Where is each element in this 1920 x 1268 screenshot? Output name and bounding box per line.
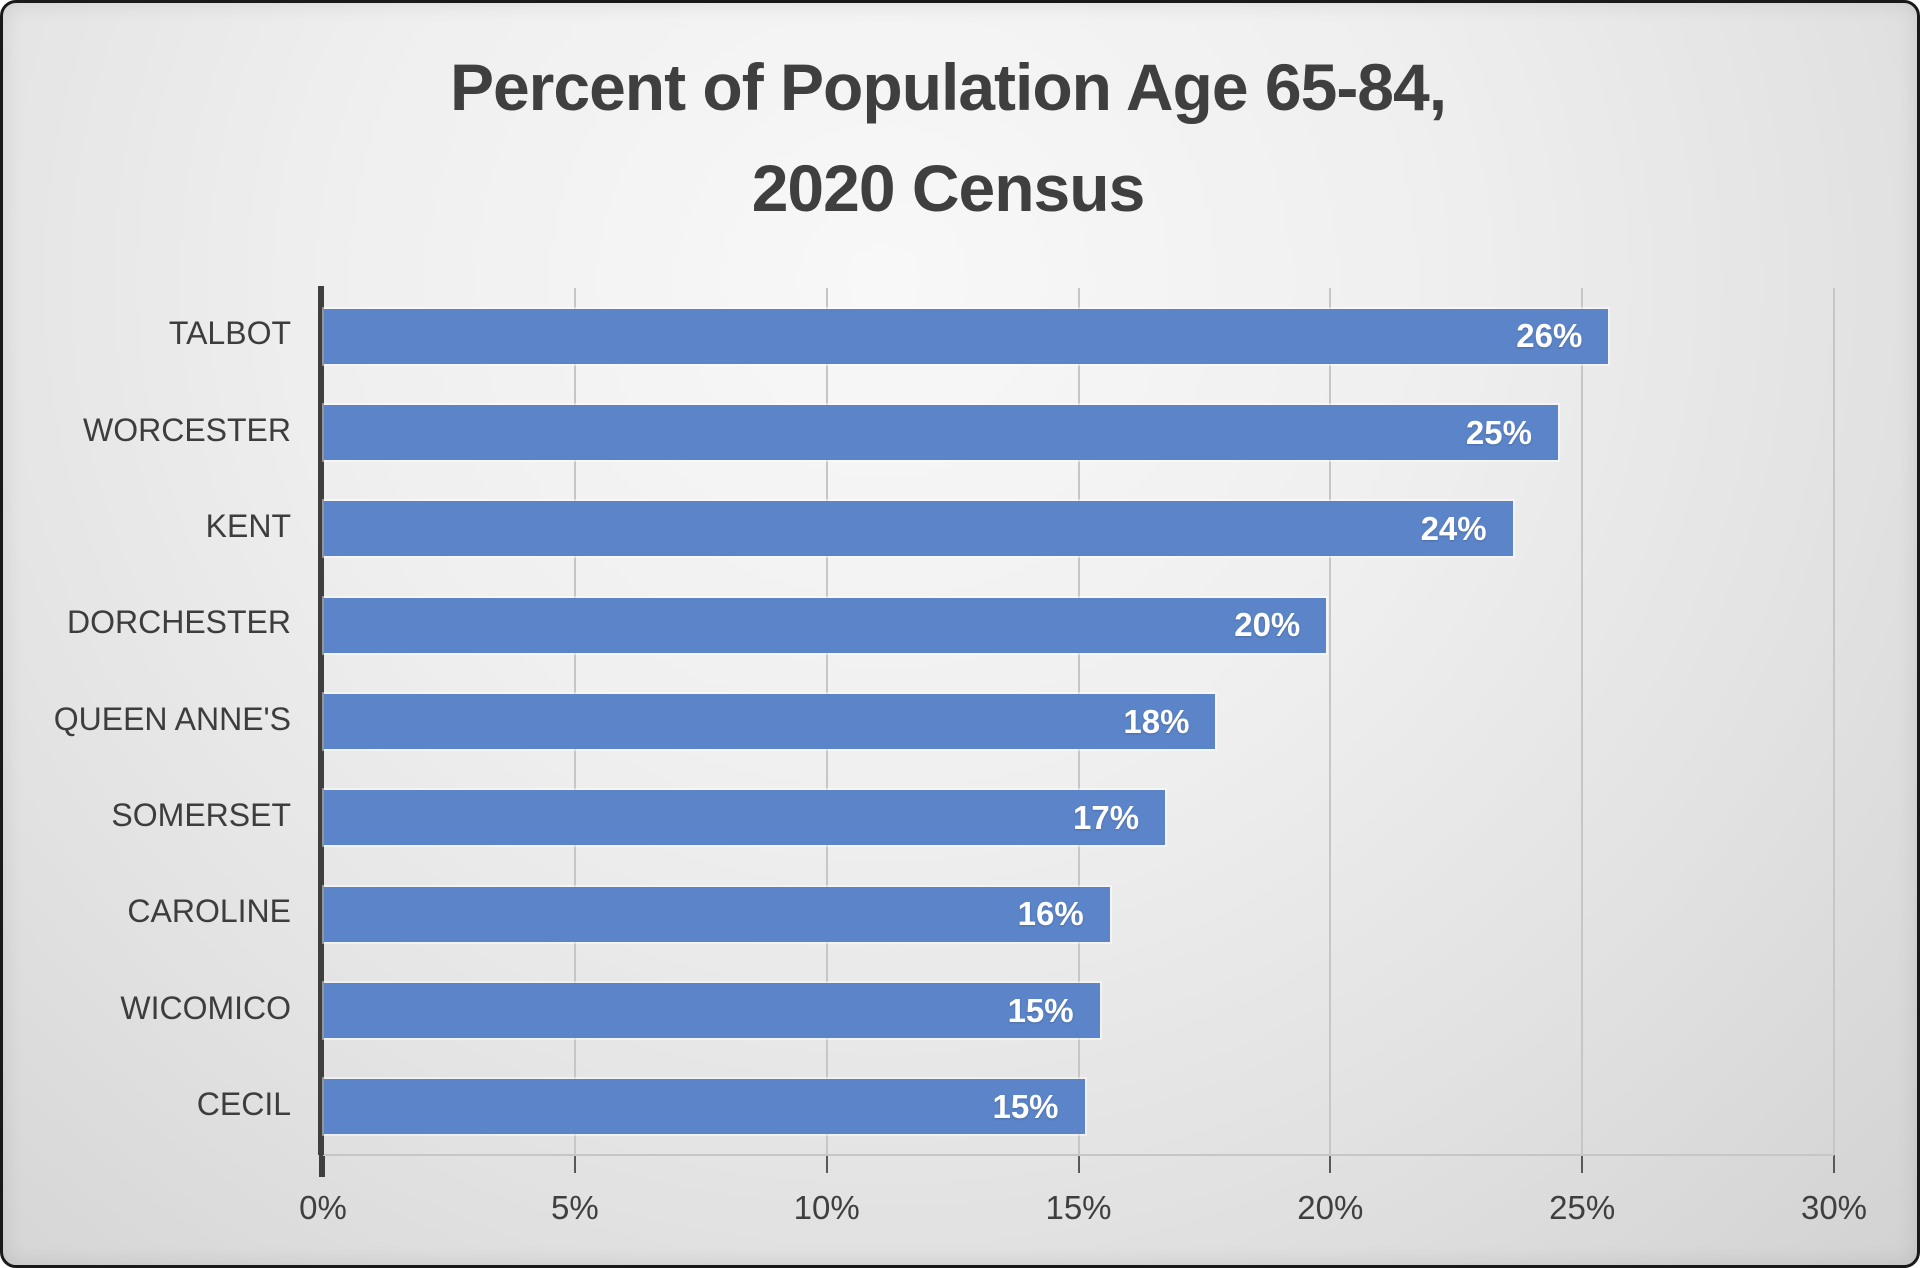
category-label-somerset: SOMERSET	[111, 796, 291, 833]
chart-title-line-1: Percent of Population Age 65-84,	[449, 50, 1447, 124]
x-axis-tick-label-10%: 10%	[793, 1189, 860, 1226]
value-label-queen-anne-s: 18%	[1123, 702, 1190, 740]
x-axis-tick-5%	[573, 1155, 576, 1173]
gridline-30%	[1833, 288, 1835, 1155]
value-label-kent: 24%	[1420, 509, 1487, 547]
category-label-worcester: WORCESTER	[83, 411, 291, 448]
category-label-cecil: CECIL	[196, 1085, 291, 1122]
x-axis-tick-label-20%: 20%	[1297, 1189, 1364, 1226]
bar-queen-anne-s: 18%	[324, 694, 1216, 749]
category-label-caroline: CAROLINE	[127, 893, 291, 930]
value-label-somerset: 17%	[1073, 798, 1140, 836]
x-axis-line	[323, 1154, 1834, 1156]
gridline-25%	[1581, 288, 1584, 1155]
bar-wicomico: 15%	[324, 983, 1100, 1038]
x-axis-tick-label-15%: 15%	[1045, 1189, 1112, 1226]
bar-dorchester: 20%	[324, 597, 1327, 653]
value-label-wicomico: 15%	[1007, 991, 1074, 1029]
bar-cecil: 15%	[324, 1079, 1085, 1135]
category-label-kent: KENT	[205, 507, 291, 544]
x-axis-tick-10%	[825, 1155, 828, 1173]
x-axis-tick-30%	[1833, 1155, 1835, 1173]
value-label-cecil: 15%	[992, 1087, 1059, 1125]
chart-title-line-2: 2020 Census	[751, 151, 1146, 225]
value-label-caroline: 16%	[1017, 895, 1084, 933]
x-axis-tick-label-5%: 5%	[550, 1189, 599, 1226]
category-label-talbot: TALBOT	[168, 315, 291, 352]
bar-rows: TALBOT 26% WORCESTER 25% KENT 24% DORCHESTER 20…	[3, 3, 1917, 1265]
category-label-queen-anne-s: QUEEN ANNE'S	[53, 700, 291, 737]
x-axis-tick-label-25%: 25%	[1549, 1189, 1616, 1226]
x-axis-tick-25%	[1581, 1155, 1584, 1173]
category-label-wicomico: WICOMICO	[120, 989, 291, 1026]
x-axis-tick-15%	[1077, 1155, 1080, 1173]
value-label-talbot: 26%	[1516, 317, 1583, 355]
category-label-dorchester: DORCHESTER	[66, 604, 291, 641]
bar-somerset: 17%	[324, 790, 1166, 846]
chart-title: Percent of Population Age 65-84, 2020 Ce…	[98, 37, 1798, 239]
bar-talbot: 26%	[324, 308, 1609, 364]
value-label-dorchester: 20%	[1234, 606, 1301, 644]
bar-caroline: 16%	[324, 886, 1110, 942]
bar-worcester: 25%	[324, 405, 1558, 460]
gridline-20%	[1329, 288, 1332, 1155]
x-axis-tick-0%	[319, 1155, 325, 1177]
y-axis-line	[318, 286, 324, 1155]
x-axis-tick-20%	[1329, 1155, 1332, 1173]
x-axis-tick-label-0%: 0%	[299, 1189, 347, 1226]
bar-kent: 24%	[324, 501, 1513, 557]
x-axis-tick-label-30%: 30%	[1800, 1189, 1868, 1226]
value-label-worcester: 25%	[1465, 413, 1532, 451]
